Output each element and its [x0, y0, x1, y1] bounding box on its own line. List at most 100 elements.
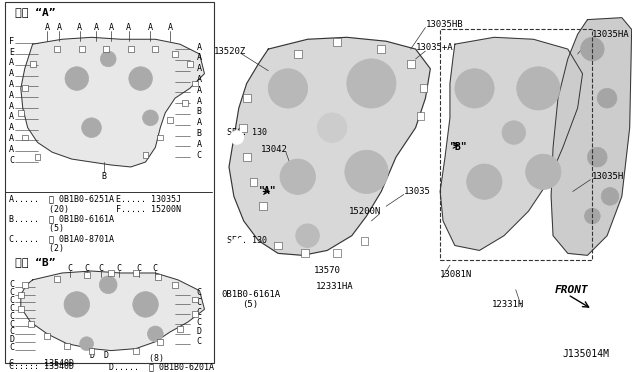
Text: C: C — [136, 264, 141, 273]
Bar — [177, 326, 183, 332]
Bar — [440, 29, 593, 260]
Circle shape — [588, 147, 607, 167]
Text: D.....  Ⓑ 0B1B0-6201A: D..... Ⓑ 0B1B0-6201A — [109, 362, 214, 371]
Text: E: E — [9, 48, 14, 57]
Polygon shape — [21, 37, 204, 167]
Text: C: C — [196, 337, 202, 346]
Bar — [103, 46, 109, 52]
Text: A: A — [196, 54, 202, 62]
Text: A: A — [77, 23, 82, 32]
Bar — [29, 61, 36, 67]
Text: C: C — [9, 320, 14, 328]
Bar — [259, 202, 268, 210]
Text: D: D — [9, 335, 14, 344]
Text: C: C — [84, 264, 89, 273]
Bar — [360, 237, 369, 244]
Circle shape — [525, 154, 561, 189]
Circle shape — [601, 187, 619, 205]
Text: A: A — [196, 97, 202, 106]
Text: 13035HB: 13035HB — [426, 20, 463, 29]
Text: 13042: 13042 — [261, 145, 288, 154]
Text: C: C — [196, 318, 202, 327]
Text: C: C — [196, 288, 202, 297]
Text: A: A — [9, 123, 14, 132]
Text: C: C — [9, 155, 14, 164]
Circle shape — [132, 292, 158, 317]
Polygon shape — [551, 18, 632, 255]
Text: A: A — [9, 91, 14, 100]
Text: A: A — [168, 23, 173, 32]
Text: C: C — [196, 308, 202, 317]
Text: A: A — [196, 64, 202, 73]
Circle shape — [129, 67, 152, 90]
Text: 15200N: 15200N — [349, 206, 381, 216]
Text: 13035H: 13035H — [593, 172, 625, 181]
Text: C: C — [9, 296, 14, 305]
Text: SEC. 130: SEC. 130 — [227, 128, 267, 137]
Text: C: C — [9, 343, 14, 352]
Bar — [378, 45, 385, 53]
Text: 12331HA: 12331HA — [316, 282, 354, 291]
Circle shape — [580, 37, 604, 61]
Circle shape — [268, 69, 308, 108]
Circle shape — [99, 276, 117, 294]
Text: A: A — [45, 23, 50, 32]
Text: B: B — [102, 172, 107, 181]
Circle shape — [230, 131, 244, 144]
Text: Ⓑ: Ⓑ — [232, 133, 236, 142]
Text: A: A — [196, 75, 202, 84]
Text: C: C — [67, 264, 72, 273]
Bar — [128, 46, 134, 52]
Text: C.....  Ⓑ 0B1A0-8701A: C..... Ⓑ 0B1A0-8701A — [9, 234, 114, 243]
Bar — [157, 135, 163, 140]
Bar — [28, 321, 33, 327]
Text: FRONT: FRONT — [555, 285, 589, 295]
Circle shape — [455, 69, 494, 108]
Bar — [243, 94, 251, 102]
Text: D: D — [196, 327, 202, 336]
Text: A: A — [126, 23, 131, 32]
Text: A: A — [9, 112, 14, 121]
Text: A: A — [9, 145, 14, 154]
Bar — [172, 51, 178, 57]
Bar — [301, 250, 308, 257]
Circle shape — [230, 238, 244, 252]
Text: 13081N: 13081N — [440, 270, 472, 279]
Circle shape — [345, 150, 388, 193]
Circle shape — [597, 89, 617, 108]
Text: C: C — [196, 298, 202, 307]
Text: B.....  Ⓑ 0B1B0-6161A: B..... Ⓑ 0B1B0-6161A — [9, 215, 114, 224]
Text: A: A — [9, 80, 14, 89]
Text: C..... 13540D: C..... 13540D — [9, 359, 74, 368]
Text: (20): (20) — [9, 205, 69, 214]
Text: 矢視 “A”: 矢視 “A” — [15, 7, 56, 17]
Text: A: A — [9, 134, 14, 143]
Bar — [192, 311, 198, 317]
Text: C: C — [196, 151, 202, 160]
Bar — [108, 270, 114, 276]
Bar — [274, 241, 282, 250]
Text: A: A — [196, 140, 202, 149]
Text: 13035+A: 13035+A — [415, 43, 453, 52]
Circle shape — [296, 224, 319, 247]
Text: SEC. 130: SEC. 130 — [227, 236, 267, 245]
Bar — [192, 296, 198, 302]
Bar — [250, 178, 257, 186]
Text: B: B — [196, 108, 202, 116]
Bar — [419, 84, 428, 92]
Polygon shape — [440, 37, 582, 250]
Bar — [187, 61, 193, 67]
Text: 0B1B0-6161A: 0B1B0-6161A — [221, 290, 280, 299]
Bar — [167, 117, 173, 123]
Text: (5): (5) — [9, 224, 64, 233]
Text: C: C — [116, 264, 122, 273]
Text: C: C — [153, 264, 158, 273]
Bar — [407, 60, 415, 68]
Text: C: C — [9, 327, 14, 336]
Text: A: A — [9, 69, 14, 78]
Circle shape — [467, 164, 502, 199]
Text: C: C — [9, 304, 14, 313]
Bar — [333, 250, 341, 257]
Text: (5): (5) — [243, 300, 259, 309]
Text: F: F — [9, 37, 14, 46]
